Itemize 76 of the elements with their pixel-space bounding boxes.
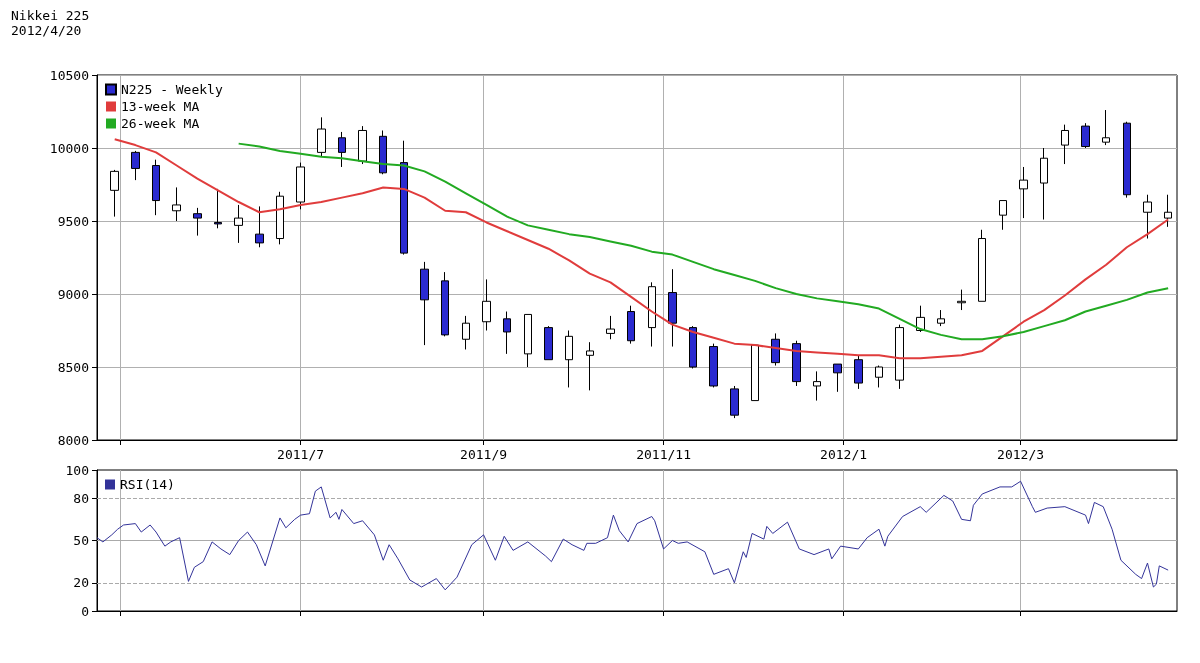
candlestick xyxy=(751,344,759,402)
candlestick xyxy=(792,340,801,387)
y-tick-label: 0 xyxy=(81,603,89,619)
candlestick xyxy=(503,311,511,355)
candlestick xyxy=(875,365,883,388)
line-series xyxy=(237,142,1170,341)
candlestick xyxy=(606,315,615,340)
candlestick xyxy=(317,116,326,158)
candlestick xyxy=(193,207,202,237)
candlestick xyxy=(999,200,1007,231)
candlestick xyxy=(255,205,264,248)
x-tick-label: 2011/9 xyxy=(460,447,508,462)
candlestick xyxy=(152,159,160,216)
candlestick xyxy=(338,131,346,168)
candlestick xyxy=(771,332,780,367)
candlestick xyxy=(730,385,739,419)
candlestick xyxy=(833,363,842,393)
candlestick xyxy=(1061,124,1069,165)
chart-title: Nikkei 225 xyxy=(11,8,90,23)
candlestick xyxy=(937,309,945,327)
candlestick xyxy=(358,125,367,165)
candlestick xyxy=(234,204,243,244)
y-tick-label: 9500 xyxy=(57,213,89,229)
candlestick xyxy=(648,281,656,348)
y-tick-label: 10000 xyxy=(49,140,89,156)
candlestick xyxy=(1102,109,1110,146)
x-tick-label: 2011/11 xyxy=(636,447,691,462)
x-tick-label: 2012/3 xyxy=(997,447,1045,462)
candlestick xyxy=(482,278,491,331)
candlestick xyxy=(813,370,821,402)
candlestick xyxy=(1123,121,1131,199)
candlestick xyxy=(854,354,863,390)
candlestick xyxy=(978,229,986,302)
legend-label: RSI(14) xyxy=(120,477,175,492)
x-tick-label: 2011/7 xyxy=(277,447,325,462)
candlestick xyxy=(441,271,449,337)
candlestick xyxy=(276,191,284,245)
line-series xyxy=(96,480,1169,591)
legend-label: N225 - Weekly xyxy=(121,82,223,97)
candlestick xyxy=(110,169,119,218)
x-tick-label: 2012/1 xyxy=(820,447,868,462)
candlestick xyxy=(379,129,387,175)
y-tick-label: 100 xyxy=(65,462,89,478)
y-tick-label: 80 xyxy=(73,490,89,506)
candlestick xyxy=(709,343,718,388)
candlestick xyxy=(1143,194,1152,240)
legend-label: 26-week MA xyxy=(121,116,200,131)
y-tick-label: 20 xyxy=(73,575,89,591)
y-tick-label: 8500 xyxy=(57,359,89,375)
legend-label: 13-week MA xyxy=(121,99,200,114)
candlestick xyxy=(895,324,904,390)
candlestick xyxy=(462,315,470,350)
candlestick xyxy=(627,305,635,345)
y-tick-label: 50 xyxy=(73,533,89,548)
candlestick xyxy=(1081,122,1090,149)
candlestick xyxy=(544,325,553,361)
candlestick xyxy=(296,162,305,210)
candlestick xyxy=(689,325,697,369)
candlestick xyxy=(1040,147,1048,221)
candlestick xyxy=(668,268,677,348)
candlestick xyxy=(524,313,532,368)
candlestick xyxy=(131,150,140,181)
chart-subtitle: 2012/4/20 xyxy=(11,23,82,38)
y-tick-label: 8000 xyxy=(57,432,89,448)
candlestick xyxy=(565,330,573,388)
candlestick xyxy=(420,261,429,346)
candlestick xyxy=(400,140,408,256)
candlestick xyxy=(586,341,594,391)
candlestick xyxy=(214,188,222,229)
candlestick xyxy=(172,186,181,222)
y-tick-label: 9000 xyxy=(57,286,89,302)
line-series xyxy=(113,138,1170,360)
candlestick xyxy=(957,289,966,311)
candlestick xyxy=(1164,194,1172,228)
candlestick xyxy=(1019,166,1028,219)
y-tick-label: 10500 xyxy=(49,67,89,83)
